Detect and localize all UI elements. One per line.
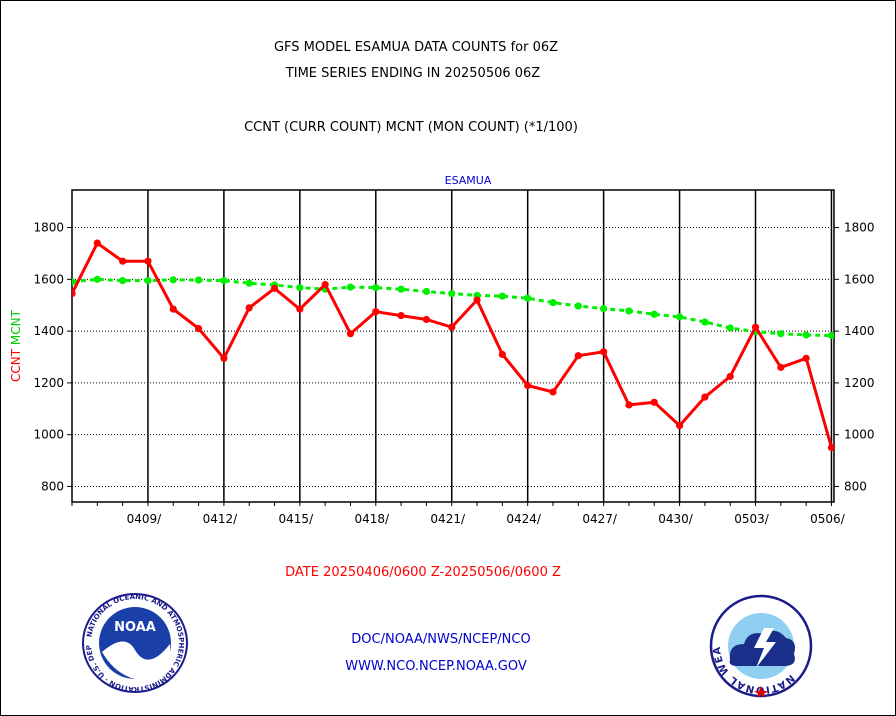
y-tick-label-right: 1000 xyxy=(844,428,875,442)
data-point-mcnt xyxy=(650,310,658,318)
y-tick-label-left: 800 xyxy=(41,479,64,493)
y-tick-label-left: 1600 xyxy=(33,272,64,286)
x-tick-label: 0418/ xyxy=(354,512,390,526)
y-axis-label-ccnt: CCNT xyxy=(9,348,23,382)
y-tick-label-right: 1400 xyxy=(844,324,875,338)
nws-logo: NATIONAL WEATHER SERVICE xyxy=(706,594,813,698)
y-axis-label-mcnt: MCNT xyxy=(9,309,23,349)
data-point-ccnt xyxy=(245,304,253,312)
data-point-mcnt xyxy=(245,279,253,287)
y-axis-label: CCNT MCNT xyxy=(9,309,23,382)
data-point-ccnt xyxy=(625,401,633,409)
x-tick-label: 0409/ xyxy=(127,512,163,526)
data-point-mcnt xyxy=(625,307,633,315)
data-point-ccnt xyxy=(119,257,127,265)
data-point-mcnt xyxy=(346,283,355,291)
data-point-ccnt xyxy=(827,444,834,452)
data-point-mcnt xyxy=(72,278,76,286)
data-point-mcnt xyxy=(422,287,431,296)
data-point-mcnt xyxy=(827,331,834,340)
x-tick-label: 0421/ xyxy=(430,512,466,526)
data-point-ccnt xyxy=(777,363,785,371)
data-point-mcnt xyxy=(498,292,506,300)
y-tick-label-right: 1600 xyxy=(844,272,875,286)
data-point-mcnt xyxy=(701,318,709,326)
data-point-mcnt xyxy=(220,277,228,285)
data-point-ccnt xyxy=(650,398,658,406)
data-point-ccnt xyxy=(346,330,355,338)
data-point-mcnt xyxy=(194,276,203,284)
data-point-ccnt xyxy=(296,305,304,313)
data-point-ccnt xyxy=(726,372,734,381)
plot-panel-title: ESAMUA xyxy=(445,174,492,187)
data-point-mcnt xyxy=(574,302,582,310)
x-tick-label: 0503/ xyxy=(734,512,770,526)
y-tick-label-right: 1200 xyxy=(844,376,875,390)
y-tick-label-right: 800 xyxy=(844,479,867,493)
data-point-ccnt xyxy=(72,289,76,298)
data-point-ccnt xyxy=(574,352,582,360)
data-point-ccnt xyxy=(321,280,329,289)
data-point-ccnt xyxy=(169,305,177,313)
x-tick-label: 0412/ xyxy=(203,512,239,526)
x-tick-label: 0430/ xyxy=(658,512,694,526)
chart-title-line1: GFS MODEL ESAMUA DATA COUNTS for 06Z xyxy=(273,40,559,55)
data-point-mcnt xyxy=(296,284,304,292)
footer-link-doc[interactable]: DOC/NOAA/NWS/NCEP/NCO xyxy=(351,632,531,647)
data-point-mcnt xyxy=(524,294,532,302)
y-tick-label-left: 1000 xyxy=(33,428,64,442)
noaa-logo: NATIONAL OCEANIC AND ATMOSPHERIC ADMINIS… xyxy=(80,592,188,693)
data-point-ccnt xyxy=(270,284,279,292)
data-point-mcnt xyxy=(600,304,608,313)
data-point-ccnt xyxy=(701,393,709,401)
data-point-ccnt xyxy=(93,239,101,247)
data-point-ccnt xyxy=(220,354,228,362)
data-point-ccnt xyxy=(498,350,506,359)
chart-title-line2: TIME SERIES ENDING IN 20250506 06Z xyxy=(285,66,541,81)
data-point-mcnt xyxy=(448,289,456,298)
x-tick-label: 0424/ xyxy=(506,512,542,526)
data-point-mcnt xyxy=(802,331,810,339)
x-tick-label: 0415/ xyxy=(279,512,315,526)
x-tick-label: 0427/ xyxy=(582,512,618,526)
data-point-ccnt xyxy=(751,323,760,331)
data-point-ccnt xyxy=(422,315,431,324)
data-point-mcnt xyxy=(726,324,734,332)
data-point-ccnt xyxy=(144,257,152,265)
data-point-ccnt xyxy=(524,381,532,390)
svg-text:NOAA: NOAA xyxy=(114,620,156,635)
data-point-ccnt xyxy=(473,296,481,304)
chart-subtitle: CCNT (CURR COUNT) MCNT (MON COUNT) (*1/1… xyxy=(244,120,578,135)
data-point-ccnt xyxy=(194,324,203,333)
data-point-mcnt xyxy=(144,277,152,285)
y-tick-label-right: 1800 xyxy=(844,221,875,235)
data-point-mcnt xyxy=(119,277,127,285)
x-axis-label: DATE 20250406/0600 Z-20250506/0600 Z xyxy=(285,565,561,580)
data-point-ccnt xyxy=(549,388,557,396)
data-point-ccnt xyxy=(372,308,380,316)
data-point-ccnt xyxy=(397,311,405,320)
data-point-mcnt xyxy=(777,330,785,338)
y-tick-label-left: 1200 xyxy=(33,376,64,390)
x-tick-label: 0506/ xyxy=(810,512,846,526)
data-point-ccnt xyxy=(802,354,810,362)
data-point-ccnt xyxy=(448,323,456,331)
data-point-ccnt xyxy=(600,348,608,356)
data-point-mcnt xyxy=(93,275,101,283)
data-point-mcnt xyxy=(169,276,177,284)
data-point-mcnt xyxy=(397,285,405,293)
data-point-mcnt xyxy=(372,284,380,292)
footer-link-website[interactable]: WWW.NCO.NCEP.NOAA.GOV xyxy=(345,659,527,674)
data-point-mcnt xyxy=(549,299,557,307)
y-tick-label-left: 1800 xyxy=(33,221,64,235)
plot-area xyxy=(71,189,835,503)
data-point-mcnt xyxy=(675,313,684,321)
data-point-ccnt xyxy=(675,422,684,430)
y-tick-label-left: 1400 xyxy=(33,324,64,338)
